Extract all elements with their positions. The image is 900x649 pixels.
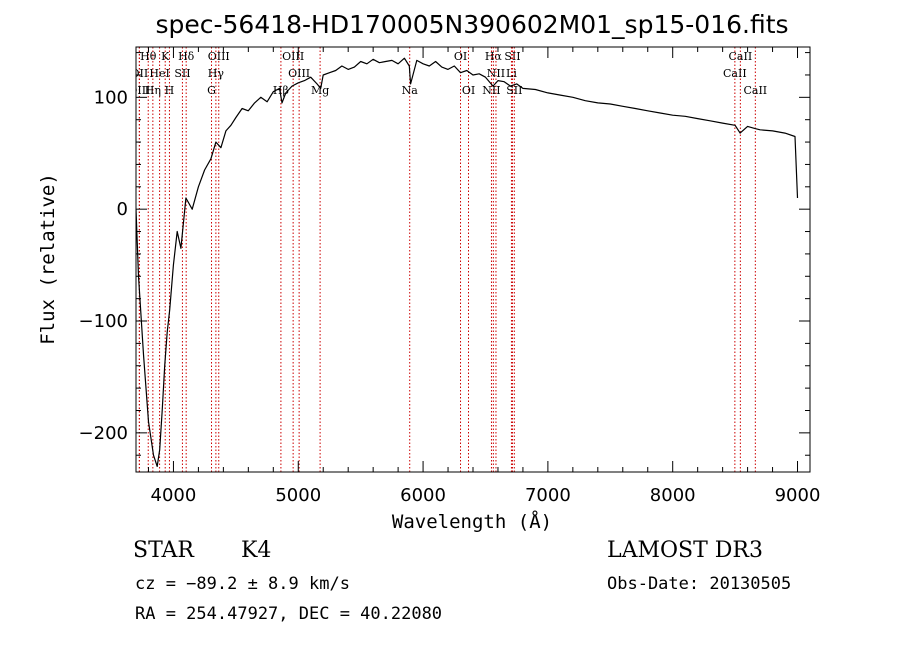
line-label-27: CaII — [743, 84, 767, 97]
line-label-8: CaII — [729, 50, 753, 63]
y-tick-label: −100 — [79, 311, 128, 332]
x-tick-label: 5000 — [275, 485, 321, 506]
line-label-7: SII — [504, 50, 520, 63]
line-label-19: H — [165, 84, 175, 97]
line-label-11: SII — [174, 67, 190, 80]
line-label-22: Mg — [311, 84, 329, 97]
line-label-15: Li — [506, 67, 517, 80]
line-label-23: Na — [402, 84, 419, 97]
x-axis-label: Wavelength (Å) — [392, 510, 552, 533]
line-label-0: Hθ — [140, 50, 157, 63]
observation-date: Obs-Date: 20130505 — [607, 574, 792, 594]
line-label-25: NII — [482, 84, 500, 97]
line-label-12: Hγ — [208, 67, 225, 80]
line-label-18: Hη — [145, 84, 161, 97]
y-tick-label: 0 — [117, 199, 128, 220]
line-label-16: CaII — [723, 67, 747, 80]
line-label-20: G — [207, 84, 216, 97]
line-label-24: OI — [462, 84, 475, 97]
y-axis-label: Flux (relative) — [37, 173, 59, 345]
x-tick-label: 7000 — [525, 485, 571, 506]
y-axis: −200 −100 0 100 — [79, 52, 810, 456]
redshift-readout: cz = −89.2 ± 8.9 km/s — [135, 574, 350, 594]
line-label-4: OIII — [282, 50, 304, 63]
line-label-10: HeI — [149, 67, 169, 80]
x-tick-label: 8000 — [650, 485, 696, 506]
line-label-2: Hδ — [178, 50, 195, 63]
line-label-5: OI — [454, 50, 467, 63]
line-label-9: OII — [131, 67, 149, 80]
chart-title: spec-56418-HD170005N390602M01_sp15-016.f… — [155, 10, 788, 39]
line-label-14: NII — [487, 67, 505, 80]
x-tick-label: 6000 — [400, 485, 446, 506]
line-label-6: Hα — [485, 50, 503, 63]
object-subclass: K4 — [241, 538, 272, 563]
plot-frame — [135, 46, 811, 473]
line-label-17: OIII — [128, 84, 150, 97]
y-tick-label: −200 — [79, 423, 128, 444]
object-class: STAR — [133, 538, 194, 563]
y-tick-label: 100 — [94, 87, 128, 108]
line-label-3: OIII — [208, 50, 230, 63]
coordinates-readout: RA = 254.47927, DEC = 40.22080 — [135, 604, 443, 624]
line-label-1: K — [161, 50, 170, 63]
line-label-26: SII — [506, 84, 522, 97]
survey-name: LAMOST DR3 — [607, 538, 763, 563]
line-label-13: OIII — [288, 67, 310, 80]
spectrum-line — [136, 57, 799, 467]
x-axis: 4000 5000 6000 7000 8000 9000 — [147, 47, 821, 506]
x-tick-label: 4000 — [151, 485, 197, 506]
x-tick-label: 9000 — [775, 485, 821, 506]
